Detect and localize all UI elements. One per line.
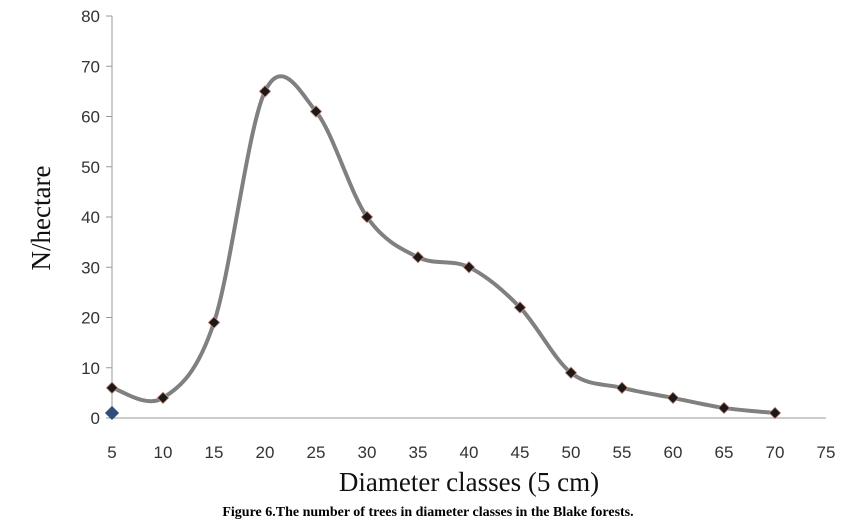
data-point [768,406,782,420]
data-point [411,250,425,264]
data-point [615,381,629,395]
y-tick-label: 60 [81,108,100,127]
x-tick-label: 10 [154,443,173,462]
figure-caption: Figure 6.The number of trees in diameter… [222,505,633,520]
x-axis-label: Diameter classes (5 cm) [339,467,599,497]
y-tick-label: 80 [81,7,100,26]
y-tick-label: 20 [81,309,100,328]
data-point [258,85,272,98]
data-point [462,261,476,274]
data-point [207,316,221,329]
data-point [513,301,527,314]
data-point [564,366,578,379]
x-tick-label: 45 [511,443,530,462]
x-tick-label: 75 [817,443,836,462]
x-tick-label: 35 [409,443,428,462]
y-tick-label: 30 [81,258,100,277]
x-tick-label: 30 [358,443,377,462]
x-tick-label: 50 [562,443,581,462]
x-tick-label: 65 [715,443,734,462]
extra-data-point [104,405,120,421]
data-point [156,391,170,405]
series-line [110,74,777,415]
data-point [309,105,323,118]
y-axis-label: N/hectare [26,166,56,271]
x-tick-label: 55 [613,443,632,462]
x-tick-label: 60 [664,443,683,462]
x-tick-label: 40 [460,443,479,462]
y-tick-label: 40 [81,208,100,227]
y-tick-label: 0 [91,409,100,428]
x-tick-label: 15 [205,443,224,462]
x-tick-label: 5 [107,443,116,462]
data-point [360,210,374,224]
y-tick-label: 70 [81,57,100,76]
data-points [104,85,782,421]
x-tick-label: 70 [766,443,785,462]
data-point [666,391,680,405]
x-tick-label: 20 [256,443,275,462]
x-tick-label: 25 [307,443,326,462]
y-tick-label: 10 [81,359,100,378]
data-point [717,401,731,415]
y-tick-label: 50 [81,158,100,177]
axes [106,15,826,419]
data-point [105,381,119,395]
tick-labels: 0 10 20 30 40 50 60 70 80 5 10 15 20 25 30 35 40 45 50 55 60… [81,7,835,462]
